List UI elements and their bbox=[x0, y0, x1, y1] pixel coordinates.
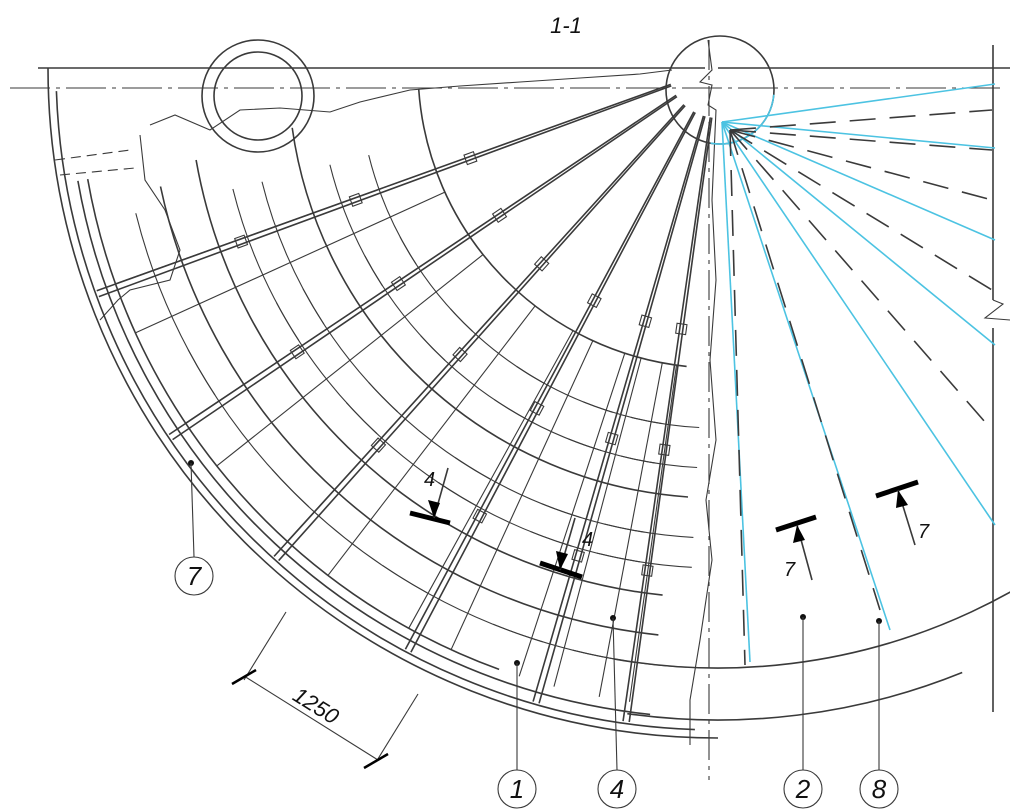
highlighted-radial bbox=[721, 121, 891, 631]
callout-7: 7 bbox=[174, 460, 214, 596]
tread-line bbox=[630, 416, 700, 429]
tread-line bbox=[261, 181, 325, 325]
column-left bbox=[201, 39, 315, 153]
callout-label-7: 7 bbox=[187, 561, 203, 591]
tread-line bbox=[493, 399, 602, 452]
dimension-label: 1250 bbox=[289, 682, 344, 730]
highlighted-radial bbox=[721, 83, 996, 123]
tread-line bbox=[454, 457, 581, 519]
tread-line bbox=[187, 349, 310, 508]
outer-edge-arc bbox=[47, 67, 719, 739]
tread-line bbox=[582, 401, 662, 425]
cut-label-7a: 7 bbox=[784, 559, 796, 581]
concentric-arc bbox=[195, 159, 663, 596]
cut-label-4a: 4 bbox=[424, 469, 435, 491]
concentric-arc bbox=[417, 88, 687, 368]
landing-arc bbox=[627, 671, 963, 721]
highlighted-radial bbox=[721, 121, 996, 346]
tread-line bbox=[271, 469, 428, 594]
callout-8: 8 bbox=[859, 618, 899, 809]
outer-edge-arc bbox=[77, 180, 651, 716]
tread-line bbox=[345, 402, 476, 506]
cut-mark-4a: 4 bbox=[409, 467, 451, 526]
dashed-radial bbox=[729, 109, 993, 131]
highlighted-radial bbox=[721, 121, 996, 149]
dashed-radial bbox=[729, 129, 993, 151]
inner-arcs bbox=[159, 88, 689, 636]
tread-line bbox=[368, 382, 491, 480]
stringer bbox=[532, 115, 706, 704]
cut-mark-7b: 7 bbox=[875, 479, 930, 546]
callout-label-2: 2 bbox=[795, 774, 811, 804]
tread-line bbox=[364, 255, 446, 361]
outer-edge-arc bbox=[86, 178, 500, 671]
callout-2: 2 bbox=[783, 614, 823, 809]
cut-mark-4b: 4 bbox=[539, 517, 593, 580]
tread-line bbox=[276, 302, 378, 435]
tread-line bbox=[621, 455, 698, 469]
break-line-left bbox=[149, 69, 673, 131]
landing-arc bbox=[613, 591, 1010, 669]
tread-line bbox=[232, 188, 300, 341]
tread-lines bbox=[115, 154, 700, 702]
concentric-arc bbox=[159, 186, 659, 636]
highlighted-radial bbox=[721, 121, 751, 663]
tread-line bbox=[572, 649, 687, 668]
tread-line bbox=[541, 503, 645, 533]
callout-1: 1 bbox=[497, 660, 537, 809]
tread-line bbox=[567, 438, 656, 464]
highlighted-radial bbox=[721, 121, 996, 526]
stringer bbox=[622, 117, 713, 723]
tread-line bbox=[302, 288, 398, 413]
dimension-1250: 1250 bbox=[231, 611, 419, 770]
cut-label-7b: 7 bbox=[918, 521, 930, 543]
top-edge bbox=[10, 45, 1010, 712]
callout-label-4: 4 bbox=[610, 774, 624, 804]
dashed-radials bbox=[729, 109, 993, 666]
dashed-radial bbox=[729, 129, 993, 431]
stringer bbox=[168, 94, 678, 441]
dashed-radial bbox=[729, 129, 993, 201]
section-title: 1-1 bbox=[550, 13, 582, 38]
tread-line bbox=[399, 236, 473, 332]
stringer bbox=[404, 111, 696, 653]
outer-edge-arc bbox=[55, 91, 695, 731]
stringer bbox=[273, 104, 686, 562]
highlighted-radial bbox=[721, 121, 996, 241]
tread-line bbox=[516, 366, 613, 413]
highlighted-radials bbox=[710, 83, 996, 663]
tread-line bbox=[492, 623, 625, 662]
dashed-radial bbox=[729, 129, 881, 611]
tread-line bbox=[604, 523, 694, 538]
cut-mark-7a: 7 bbox=[775, 514, 817, 581]
break-line-vertical bbox=[689, 39, 717, 745]
callout-label-8: 8 bbox=[872, 774, 887, 804]
tread-line bbox=[368, 154, 417, 265]
concentric-arc bbox=[291, 127, 689, 498]
callout-4: 4 bbox=[597, 615, 637, 809]
tread-line bbox=[438, 482, 572, 547]
dashed-radial bbox=[729, 129, 993, 291]
highlighted-column-arc bbox=[710, 94, 775, 145]
outer-arcs bbox=[47, 67, 1010, 739]
callout-label-1: 1 bbox=[510, 774, 524, 804]
tread-line bbox=[596, 552, 692, 568]
dashed-radial bbox=[729, 129, 746, 666]
cut-label-4b: 4 bbox=[582, 529, 593, 551]
